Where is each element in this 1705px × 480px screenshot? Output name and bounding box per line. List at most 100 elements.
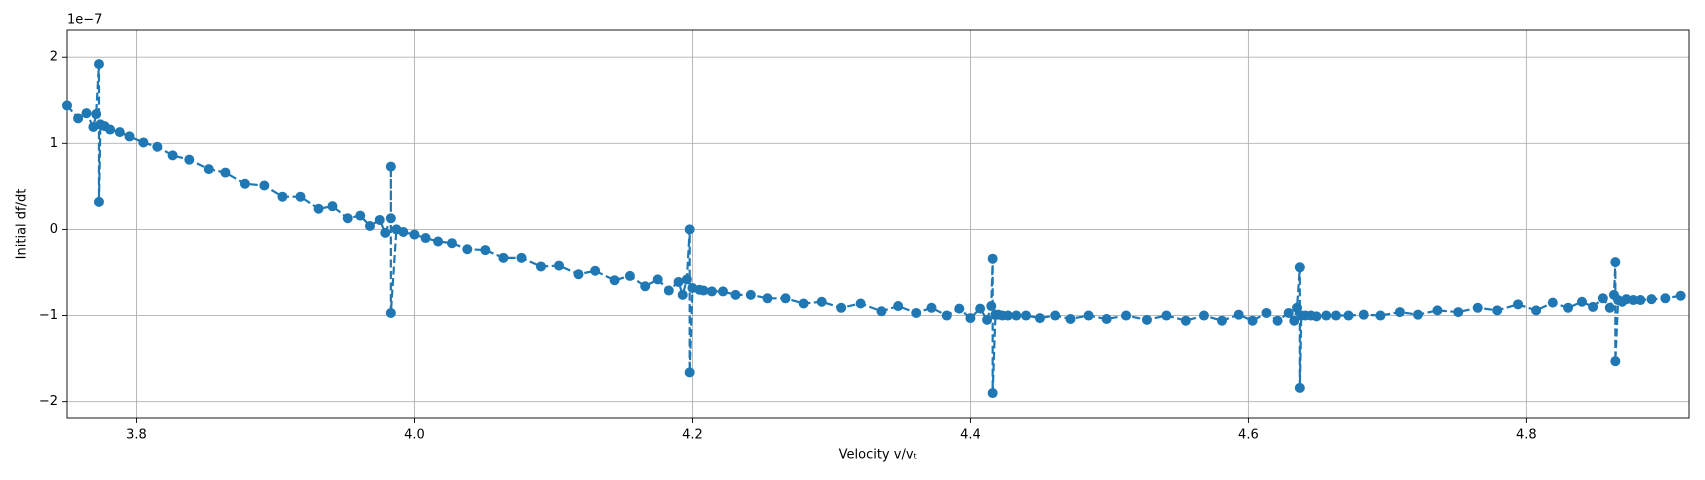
data-point <box>259 180 270 191</box>
data-point <box>1321 310 1332 321</box>
y-tick-label: 1 <box>50 136 58 151</box>
data-point <box>1358 309 1369 320</box>
data-point <box>673 276 684 287</box>
x-tick-label: 4.6 <box>1238 428 1259 443</box>
data-point <box>941 310 952 321</box>
x-tick-label: 4.2 <box>682 428 703 443</box>
data-point <box>684 367 695 378</box>
data-point <box>1294 262 1305 273</box>
data-point <box>480 245 491 256</box>
data-point <box>1141 314 1152 325</box>
data-point <box>1198 310 1209 321</box>
data-point <box>554 260 565 271</box>
plot-frame <box>66 29 1690 419</box>
data-point <box>1610 356 1621 367</box>
data-point <box>1412 309 1423 320</box>
data-point <box>1453 307 1464 318</box>
data-line <box>66 64 1681 394</box>
x-tick-label: 4.8 <box>1516 428 1537 443</box>
data-point <box>986 301 997 312</box>
data-point <box>965 313 976 324</box>
data-point <box>1660 293 1671 304</box>
data-point <box>573 269 584 280</box>
data-point <box>1675 290 1686 301</box>
data-point <box>327 201 338 212</box>
y-tick-label: −1 <box>39 308 58 323</box>
data-point <box>420 233 431 244</box>
data-point <box>1343 310 1354 321</box>
data-point <box>73 113 84 124</box>
data-point <box>1513 299 1524 310</box>
data-point <box>355 210 366 221</box>
data-point <box>987 388 998 399</box>
data-point <box>1311 311 1322 322</box>
data-point <box>462 244 473 255</box>
data-point <box>93 59 104 70</box>
data-point <box>239 178 250 189</box>
data-point <box>1492 305 1503 316</box>
data-point <box>730 289 741 300</box>
data-point <box>745 289 756 300</box>
data-point <box>409 229 420 240</box>
data-point <box>1216 315 1227 326</box>
data-point <box>1272 315 1283 326</box>
data-point <box>1161 310 1172 321</box>
data-point <box>446 238 457 249</box>
data-point <box>1247 315 1258 326</box>
data-point <box>1002 310 1013 321</box>
data-point <box>926 302 937 313</box>
data-point <box>1180 315 1191 326</box>
data-point <box>698 285 709 296</box>
data-point <box>975 303 986 314</box>
data-point <box>609 275 620 286</box>
data-point <box>762 293 773 304</box>
data-point <box>152 141 163 152</box>
data-point <box>706 286 717 297</box>
x-tick-label: 4.4 <box>960 428 981 443</box>
data-point <box>893 301 904 312</box>
data-point <box>677 289 688 300</box>
data-point <box>1101 313 1112 324</box>
data-point <box>1472 302 1483 313</box>
data-point <box>1394 307 1405 318</box>
data-point <box>1330 310 1341 321</box>
data-point <box>1021 310 1032 321</box>
data-point <box>1292 302 1303 313</box>
data-point <box>91 109 102 120</box>
data-point <box>780 293 791 304</box>
data-point <box>652 274 663 285</box>
data-point <box>816 296 827 307</box>
data-point <box>1635 295 1646 306</box>
data-point <box>982 314 993 325</box>
data-point <box>1065 313 1076 324</box>
data-point <box>138 137 149 148</box>
y-tick-label: 0 <box>50 222 58 237</box>
data-point <box>624 270 635 281</box>
data-point <box>1576 296 1587 307</box>
data-point <box>855 298 866 309</box>
data-point <box>1432 305 1443 316</box>
data-point <box>380 227 391 238</box>
data-point <box>433 236 444 247</box>
data-point <box>220 167 231 178</box>
data-point <box>535 261 546 272</box>
data-point <box>374 214 385 225</box>
data-point <box>342 213 353 224</box>
data-point <box>385 213 396 224</box>
data-point <box>93 196 104 207</box>
data-point <box>277 191 288 202</box>
y-offset-label: 1e−7 <box>67 13 102 28</box>
data-point <box>663 285 674 296</box>
data-point <box>1588 301 1599 312</box>
data-point <box>1531 305 1542 316</box>
data-point <box>1563 302 1574 313</box>
data-point <box>1233 309 1244 320</box>
x-tick-label: 4.0 <box>404 428 425 443</box>
data-point <box>516 252 527 263</box>
data-point <box>954 303 965 314</box>
data-point <box>62 100 72 111</box>
y-tick-label: 2 <box>50 50 58 65</box>
data-point <box>124 131 135 142</box>
